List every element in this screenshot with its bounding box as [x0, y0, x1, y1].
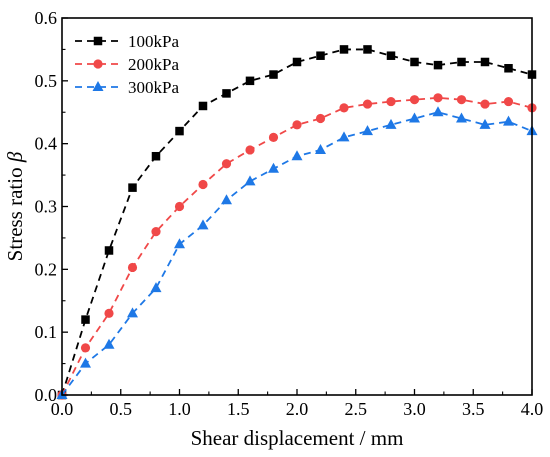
legend-label: 100kPa — [128, 32, 179, 51]
data-point — [80, 357, 91, 368]
legend-label: 300kPa — [128, 78, 179, 97]
series-layer — [56, 45, 538, 400]
data-point — [151, 151, 161, 161]
data-point — [339, 103, 349, 113]
y-axis-label-text: Stress ratio — [3, 162, 27, 261]
data-point — [479, 118, 491, 129]
data-point — [269, 70, 278, 79]
data-point — [362, 125, 373, 136]
data-point — [221, 194, 232, 205]
y-tick-label: 0.5 — [35, 71, 58, 91]
data-point — [245, 145, 255, 155]
data-point — [292, 57, 302, 67]
data-point — [457, 57, 466, 67]
data-point — [268, 132, 279, 142]
data-point — [221, 159, 232, 169]
x-tick-label: 2.0 — [286, 399, 309, 419]
data-point — [386, 51, 396, 60]
x-tick-label: 1.5 — [227, 399, 250, 419]
data-point — [150, 282, 162, 293]
data-point — [433, 60, 443, 70]
plot-frame — [61, 17, 533, 396]
data-point — [409, 95, 420, 105]
x-tick-label: 4.0 — [521, 399, 544, 419]
y-tick-label: 0.6 — [35, 8, 58, 28]
x-tick-label: 2.5 — [345, 399, 368, 419]
data-point — [198, 101, 208, 111]
data-point — [504, 64, 513, 73]
data-point — [338, 131, 350, 142]
series-200kPa — [57, 93, 537, 400]
data-point — [503, 96, 514, 107]
y-axis-label: Stress ratio β — [3, 151, 27, 261]
data-point — [197, 219, 209, 230]
x-tick-label: 0.0 — [51, 399, 74, 419]
data-point — [128, 183, 137, 192]
data-point — [316, 51, 325, 60]
data-point — [363, 45, 372, 54]
data-point — [385, 118, 397, 129]
legend-entry: 300kPa — [75, 78, 179, 97]
legend-entry: 200kPa — [75, 55, 179, 74]
y-tick-label: 0.0 — [35, 385, 58, 405]
data-point — [175, 126, 184, 136]
y-tick-label: 0.3 — [35, 197, 58, 217]
data-point — [198, 179, 208, 190]
data-point — [433, 93, 443, 103]
data-point — [103, 338, 115, 349]
legend-entry: 100kPa — [75, 32, 179, 51]
data-point — [315, 113, 326, 124]
x-axis-label: Shear displacement / mm — [191, 426, 404, 450]
data-point — [480, 57, 490, 67]
data-point — [503, 115, 514, 126]
data-point — [104, 246, 114, 255]
data-point — [291, 150, 303, 161]
data-point — [362, 99, 373, 109]
data-point — [127, 262, 138, 273]
data-point — [456, 95, 467, 105]
x-tick-label: 0.5 — [110, 399, 133, 419]
x-tick-label: 1.0 — [168, 399, 191, 419]
data-point — [339, 45, 349, 54]
series-100kPa — [57, 45, 537, 400]
data-point — [222, 89, 231, 98]
data-point — [292, 120, 302, 130]
data-point — [386, 96, 396, 107]
data-point — [268, 162, 279, 173]
series-300kPa — [56, 106, 538, 399]
legend-marker — [92, 81, 104, 91]
data-point — [410, 57, 419, 67]
y-tick-label: 0.1 — [35, 322, 58, 342]
data-point — [432, 106, 444, 117]
data-point — [151, 227, 161, 237]
y-tick-label: 0.2 — [35, 259, 58, 279]
y-tick-label: 0.4 — [35, 134, 58, 154]
data-point — [81, 315, 90, 324]
legend-marker — [93, 59, 103, 69]
data-point — [174, 201, 185, 212]
series-line — [61, 96, 533, 396]
data-point — [315, 143, 326, 154]
x-tick-label: 3.5 — [462, 399, 485, 419]
x-tick-label: 3.0 — [403, 399, 426, 419]
legend-marker — [93, 36, 103, 46]
ticks-layer: 0.0 0.5 1.0 1.5 2.0 2.5 3.0 3.5 4.0 0.0 0.1 0.2 0.3 0… — [35, 8, 544, 419]
data-point — [244, 175, 256, 186]
data-point — [480, 99, 490, 109]
data-point — [245, 76, 255, 86]
data-point — [409, 112, 420, 123]
legend: 100kPa 200kPa 300kPa — [75, 32, 179, 97]
data-point — [104, 308, 114, 318]
legend-label: 200kPa — [128, 55, 179, 74]
data-point — [174, 238, 185, 249]
data-point — [127, 307, 138, 318]
series-line — [61, 48, 533, 396]
data-point — [80, 343, 91, 353]
data-point — [456, 112, 467, 123]
y-axis-label-symbol: β — [3, 151, 27, 163]
